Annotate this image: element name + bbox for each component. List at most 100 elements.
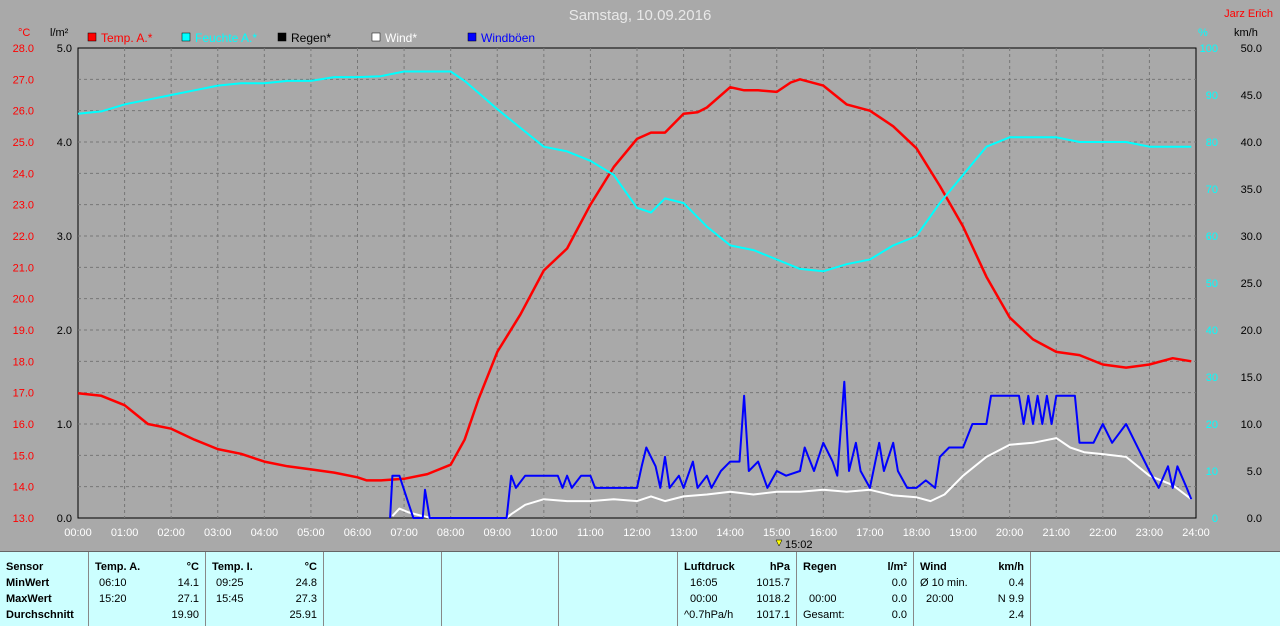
temp-tick-label: 26.0	[13, 106, 34, 118]
stats-rain-col: Regen l/m² 0.0 00:00 0.0 Gesamt: 0.0	[797, 552, 914, 626]
legend-swatch	[467, 32, 477, 42]
x-tick-label: 13:00	[670, 527, 698, 539]
rain-tick-label: 1.0	[57, 419, 72, 431]
temp-tick-label: 28.0	[13, 43, 34, 55]
x-tick-label: 01:00	[111, 527, 139, 539]
temp-i-max-time: 15:45	[216, 593, 244, 605]
series-feuchte-a-line	[77, 70, 1192, 273]
legend-label: Temp. A.*	[101, 31, 153, 45]
wind-tick-label: 15.0	[1241, 372, 1262, 384]
chart-svg: 00:00 01:00 02:00 03:00 04:00 05:00 06:00 07:00…	[13, 7, 1273, 550]
wind-tick-label: 45.0	[1241, 90, 1262, 102]
humidity-tick-label: 60	[1206, 231, 1218, 243]
temp-tick-label: 18.0	[13, 356, 34, 368]
wind-tick-label: 5.0	[1247, 466, 1262, 478]
series-temp-a-line	[77, 78, 1192, 482]
wind-header: Wind	[920, 561, 947, 573]
legend-item[interactable]: Regen*	[277, 31, 331, 45]
x-tick-label: 08:00	[437, 527, 465, 539]
wind-tick-label: 40.0	[1241, 137, 1262, 149]
wind-max-time: 20:00	[926, 593, 954, 605]
temp-tick-label: 27.0	[13, 74, 34, 86]
wind-tick-label: 30.0	[1241, 231, 1262, 243]
temp-tick-label: 25.0	[13, 137, 34, 149]
temp-tick-label: 16.0	[13, 419, 34, 431]
temp-a-avg-val: 19.90	[171, 609, 199, 621]
axis-labels: 00:00 01:00 02:00 03:00 04:00 05:00 06:00 07:00…	[13, 27, 1262, 539]
humidity-tick-label: 20	[1206, 419, 1218, 431]
x-tick-label: 16:00	[810, 527, 838, 539]
temp-tick-label: 22.0	[13, 231, 34, 243]
pressure-min-time: 16:05	[690, 577, 718, 589]
temp-tick-label: 23.0	[13, 200, 34, 212]
legend-label: Wind*	[385, 31, 417, 45]
temp-axis-label: °C	[18, 27, 30, 39]
pressure-trend-label: ^0.7hPa/h	[684, 609, 734, 621]
x-tick-label: 23:00	[1136, 527, 1164, 539]
cursor-icon	[775, 539, 783, 547]
stats-empty-col-1	[324, 552, 442, 626]
stats-sensor-col: Sensor MinWert MaxWert Durchschnitt	[0, 552, 89, 626]
x-tick-label: 14:00	[716, 527, 744, 539]
legend-label: Feuchte A.*	[195, 31, 257, 45]
temp-tick-label: 14.0	[13, 482, 34, 494]
temp-tick-label: 13.0	[13, 513, 34, 525]
rain-tick-label: 2.0	[57, 325, 72, 337]
wind-avg-val: 0.4	[1008, 577, 1024, 589]
x-tick-label: 03:00	[204, 527, 232, 539]
humidity-tick-label: 100	[1200, 43, 1218, 55]
series-wind-line	[391, 437, 1192, 519]
humidity-tick-label: 70	[1206, 184, 1218, 196]
legend-label: Windböen	[481, 31, 535, 45]
weather-chart: 00:00 01:00 02:00 03:00 04:00 05:00 06:00 07:00…	[13, 7, 1273, 550]
temp-tick-label: 19.0	[13, 325, 34, 337]
temp-tick-label: 20.0	[13, 294, 34, 306]
wind-axis-label: km/h	[1234, 27, 1258, 39]
max-label: MaxWert	[6, 593, 52, 605]
stats-panel: Sensor MinWert MaxWert Durchschnitt Temp…	[0, 551, 1280, 626]
humidity-tick-label: 30	[1206, 372, 1218, 384]
x-tick-label: 20:00	[996, 527, 1024, 539]
temp-a-max-time: 15:20	[99, 593, 127, 605]
cursor-marker[interactable]: 15:02	[775, 539, 813, 550]
rain-r2-time: 00:00	[809, 593, 837, 605]
legend-item[interactable]: Windböen	[467, 31, 535, 45]
humidity-tick-label: 0	[1212, 513, 1218, 525]
rain-total-val: 0.0	[891, 609, 907, 621]
x-tick-label: 06:00	[344, 527, 372, 539]
x-tick-label: 17:00	[856, 527, 884, 539]
legend-swatch	[87, 32, 97, 42]
temp-tick-label: 17.0	[13, 388, 34, 400]
legend-item[interactable]: Temp. A.*	[87, 31, 153, 45]
rain-total-label: Gesamt:	[803, 609, 845, 621]
pressure-max-time: 00:00	[690, 593, 718, 605]
rain-tick-label: 3.0	[57, 231, 72, 243]
stats-temp-i-col: Temp. I. °C 09:25 24.8 15:45 27.3 25.91	[206, 552, 324, 626]
humidity-tick-label: 80	[1206, 137, 1218, 149]
rain-r1-val: 0.0	[891, 577, 907, 589]
x-tick-label: 19:00	[949, 527, 977, 539]
humidity-axis-label: %	[1198, 27, 1208, 39]
legend-label: Regen*	[291, 31, 331, 45]
wind-tick-label: 0.0	[1247, 513, 1262, 525]
legend-swatch	[277, 32, 287, 42]
temp-i-header: Temp. I.	[212, 561, 253, 573]
stats-temp-a-col: Temp. A. °C 06:10 14.1 15:20 27.1 19.90	[89, 552, 206, 626]
legend-item[interactable]: Wind*	[371, 31, 417, 45]
cursor-time: 15:02	[785, 539, 813, 550]
pressure-min-val: 1015.7	[756, 577, 790, 589]
wind-avg-label: Ø 10 min.	[920, 577, 968, 589]
humidity-tick-label: 40	[1206, 325, 1218, 337]
wind-r3-val: 2.4	[1008, 609, 1024, 621]
pressure-header: Luftdruck	[684, 561, 735, 573]
grid-lines	[78, 48, 1196, 518]
wind-tick-label: 20.0	[1241, 325, 1262, 337]
x-tick-label: 21:00	[1042, 527, 1070, 539]
rain-tick-label: 0.0	[57, 513, 72, 525]
legend-item[interactable]: Feuchte A.*	[181, 31, 257, 45]
wind-tick-label: 10.0	[1241, 419, 1262, 431]
sensor-header: Sensor	[6, 561, 44, 573]
x-tick-label: 15:00	[763, 527, 791, 539]
station-name: Jarz Erich	[1224, 8, 1273, 20]
humidity-tick-label: 90	[1206, 90, 1218, 102]
